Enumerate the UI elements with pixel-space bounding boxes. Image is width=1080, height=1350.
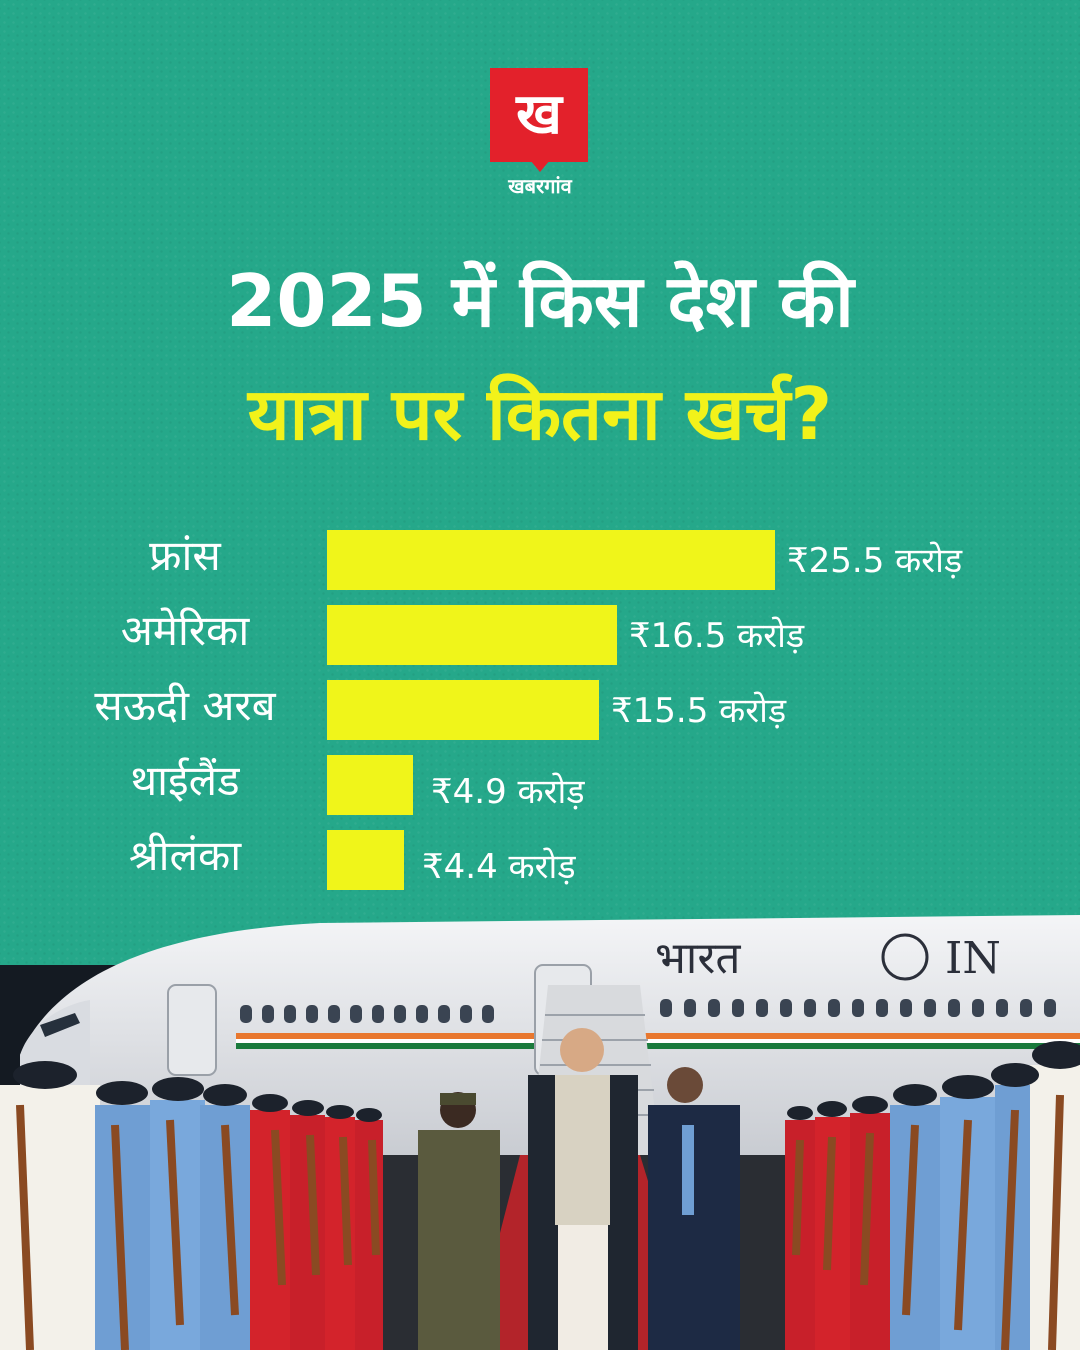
aircraft-stripe-saffron	[236, 1033, 1080, 1039]
emblem-icon	[881, 933, 929, 981]
value-label: ₹4.4 करोड़	[422, 847, 576, 887]
bar	[327, 530, 775, 590]
honour-guard-left	[0, 1061, 383, 1350]
bar	[327, 680, 599, 740]
category-label: श्रीलंका	[129, 831, 242, 880]
bar	[327, 755, 413, 815]
brand-name: खबरगांव	[508, 174, 572, 198]
category-label: सऊदी अरब	[94, 681, 276, 730]
bar	[327, 605, 617, 665]
category-label: फ्रांस	[149, 531, 221, 580]
walking-officials	[418, 1028, 740, 1350]
aircraft-lettering-partial: IN	[945, 933, 1001, 984]
headline-line-1: 2025 में किस देश की	[226, 259, 854, 343]
bar-chart: फ्रांस ₹25.5 करोड़ अमेरिका ₹16.5 करोड़ सऊदी …	[94, 530, 963, 890]
aircraft-door-front	[167, 984, 217, 1076]
brand-logo-tail	[530, 160, 550, 172]
bar	[327, 830, 404, 890]
aircraft-lettering: भारत	[655, 933, 741, 984]
aircraft-stripe-green	[236, 1043, 1080, 1049]
category-label: अमेरिका	[121, 606, 251, 655]
headline-line-2: यात्रा पर कितना खर्च?	[247, 372, 833, 456]
brand-logo	[490, 68, 588, 162]
value-label: ₹4.9 करोड़	[431, 772, 585, 812]
category-label: थाईलैंड	[130, 756, 240, 805]
brand-logo-glyph: ख	[516, 82, 562, 147]
arrival-photo: भारत IN	[0, 915, 1080, 1350]
value-label: ₹15.5 करोड़	[611, 691, 787, 731]
honour-guard-right	[785, 1041, 1080, 1350]
value-label: ₹25.5 करोड़	[787, 541, 963, 581]
value-label: ₹16.5 करोड़	[629, 616, 805, 656]
